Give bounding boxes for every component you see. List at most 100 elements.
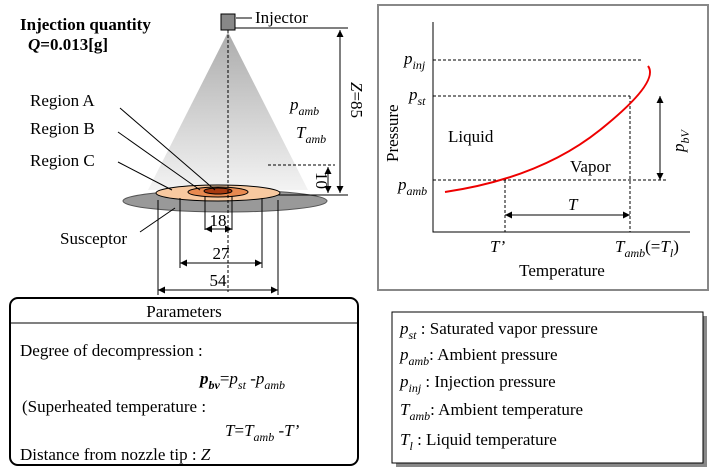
- region-label: Liquid: [448, 127, 494, 146]
- text-run: p: [399, 372, 409, 391]
- text-run: bV: [678, 129, 692, 144]
- text-run: ): [673, 237, 679, 256]
- text-run: st: [418, 94, 427, 108]
- text-run: p: [403, 49, 413, 68]
- text-run: -: [274, 421, 284, 440]
- text-run: amb: [264, 378, 285, 392]
- region-label: Region A: [30, 91, 95, 110]
- text-run: T: [568, 195, 579, 214]
- guide: [433, 59, 668, 232]
- text-run: -: [246, 369, 256, 388]
- saturation-curve: [444, 65, 651, 193]
- dimension: 10: [312, 172, 331, 189]
- spray-diagram: [117, 13, 348, 295]
- text-run: T: [400, 400, 411, 419]
- text-run: amb: [409, 409, 430, 423]
- text-run: Degree of decompression :: [20, 341, 203, 360]
- legend-line: pamb: Ambient pressure: [399, 345, 558, 368]
- legend-line: Tl : Liquid temperature: [400, 430, 557, 453]
- leader: [117, 131, 201, 191]
- parameter-line: pbv=pst -pamb: [198, 369, 285, 392]
- parameter-line: (Superheated temperature :: [22, 397, 206, 416]
- text-run: inj: [409, 381, 422, 395]
- text-run: (Superheated temperature :: [22, 397, 206, 416]
- text-run: T: [296, 123, 307, 142]
- text-run: Distance from nozzle tip :: [20, 445, 201, 464]
- legend-box: [391, 311, 704, 464]
- parameter-line: Degree of decompression :: [20, 341, 203, 360]
- text-run: l: [409, 439, 413, 453]
- axes: [432, 22, 690, 233]
- label: Z=85: [347, 82, 366, 118]
- text-run: =0.013[g]: [40, 35, 108, 54]
- label: Tamb: [296, 123, 326, 146]
- region-label: Vapor: [570, 157, 611, 176]
- leader: [119, 107, 216, 191]
- text-run: p: [669, 144, 688, 154]
- y-label: pinj: [403, 49, 426, 72]
- parameter-line: Distance from nozzle tip : Z: [20, 445, 211, 464]
- text-run: amb: [409, 354, 430, 368]
- y-label: pamb: [397, 175, 427, 198]
- text-run: amb: [624, 246, 645, 260]
- text-run: st: [409, 328, 418, 342]
- text-run: p: [399, 345, 409, 364]
- text-run: p: [289, 95, 299, 114]
- injector-body: [220, 13, 236, 31]
- text-run: : Saturated vapor pressure: [417, 319, 598, 338]
- text-run: : Liquid temperature: [413, 430, 557, 449]
- text-run: =85: [347, 91, 366, 118]
- parameters-box: [9, 297, 359, 466]
- text-run: st: [238, 378, 247, 392]
- heading: Parameters: [146, 302, 222, 321]
- text-run: amb: [254, 430, 275, 444]
- text-run: T’: [284, 421, 299, 440]
- label: Injector: [255, 8, 308, 27]
- text-run: p: [255, 369, 265, 388]
- region-label: Region B: [30, 119, 95, 138]
- legend-line: pst : Saturated vapor pressure: [399, 319, 598, 342]
- region-a: [203, 187, 233, 195]
- dimension: 27: [213, 244, 231, 263]
- parameter-line: T=Tamb -T’: [225, 421, 300, 444]
- label: pamb: [289, 95, 319, 118]
- region-label: Region C: [30, 151, 95, 170]
- text-run: =: [234, 421, 244, 440]
- text-run: T: [615, 237, 626, 256]
- extension: [157, 196, 279, 295]
- text-run: p: [228, 369, 238, 388]
- text-run: p: [198, 369, 209, 388]
- quantity: Q=0.013[g]: [28, 35, 108, 54]
- legend-line: Tamb: Ambient temperature: [400, 400, 583, 423]
- text-run: inj: [413, 58, 426, 72]
- text-run: amb: [299, 104, 320, 118]
- text-run: T: [660, 237, 671, 256]
- dimension: pbV: [669, 129, 692, 154]
- text-run: T: [225, 421, 236, 440]
- text-run: : Ambient temperature: [430, 400, 583, 419]
- text-run: l: [670, 246, 674, 260]
- text-run: T’: [490, 237, 505, 256]
- dimension: 54: [210, 271, 228, 290]
- text-run: : Ambient pressure: [429, 345, 557, 364]
- x-label: Tamb(=Tl): [615, 237, 679, 260]
- legend-line: pinj : Injection pressure: [399, 372, 556, 395]
- text-run: amb: [407, 184, 428, 198]
- text-run: Q: [28, 35, 40, 54]
- pt-chart: [377, 4, 709, 291]
- title: Injection quantity: [20, 15, 151, 34]
- text-run: bv: [209, 378, 221, 392]
- y-label: pst: [408, 85, 426, 108]
- axis-title: Temperature: [519, 261, 605, 280]
- text-run: T: [244, 421, 255, 440]
- dimension: 18: [210, 211, 227, 230]
- label: Susceptor: [60, 229, 127, 248]
- text-run: p: [408, 85, 418, 104]
- text-run: =: [220, 369, 230, 388]
- text-run: Z: [347, 82, 366, 92]
- text-run: (=: [645, 237, 660, 256]
- leader: [117, 161, 173, 191]
- text-run: p: [399, 319, 409, 338]
- text-run: T: [400, 430, 411, 449]
